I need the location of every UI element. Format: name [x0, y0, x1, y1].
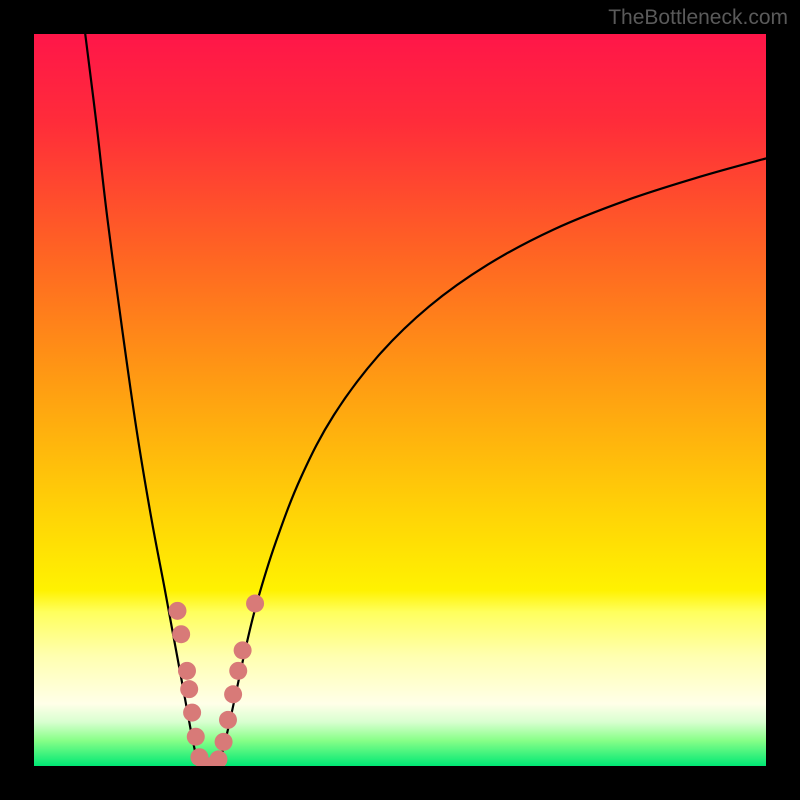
data-marker	[229, 662, 247, 680]
bottleneck-chart	[0, 0, 800, 800]
data-marker	[180, 680, 198, 698]
data-marker	[172, 625, 190, 643]
data-marker	[168, 602, 186, 620]
chart-background-gradient	[34, 34, 766, 766]
chart-container: TheBottleneck.com	[0, 0, 800, 800]
watermark-text: TheBottleneck.com	[608, 6, 788, 30]
data-marker	[187, 728, 205, 746]
data-marker	[224, 685, 242, 703]
data-marker	[234, 641, 252, 659]
data-marker	[215, 733, 233, 751]
data-marker	[209, 750, 227, 768]
data-marker	[246, 594, 264, 612]
data-marker	[178, 662, 196, 680]
data-marker	[183, 704, 201, 722]
data-marker	[219, 711, 237, 729]
